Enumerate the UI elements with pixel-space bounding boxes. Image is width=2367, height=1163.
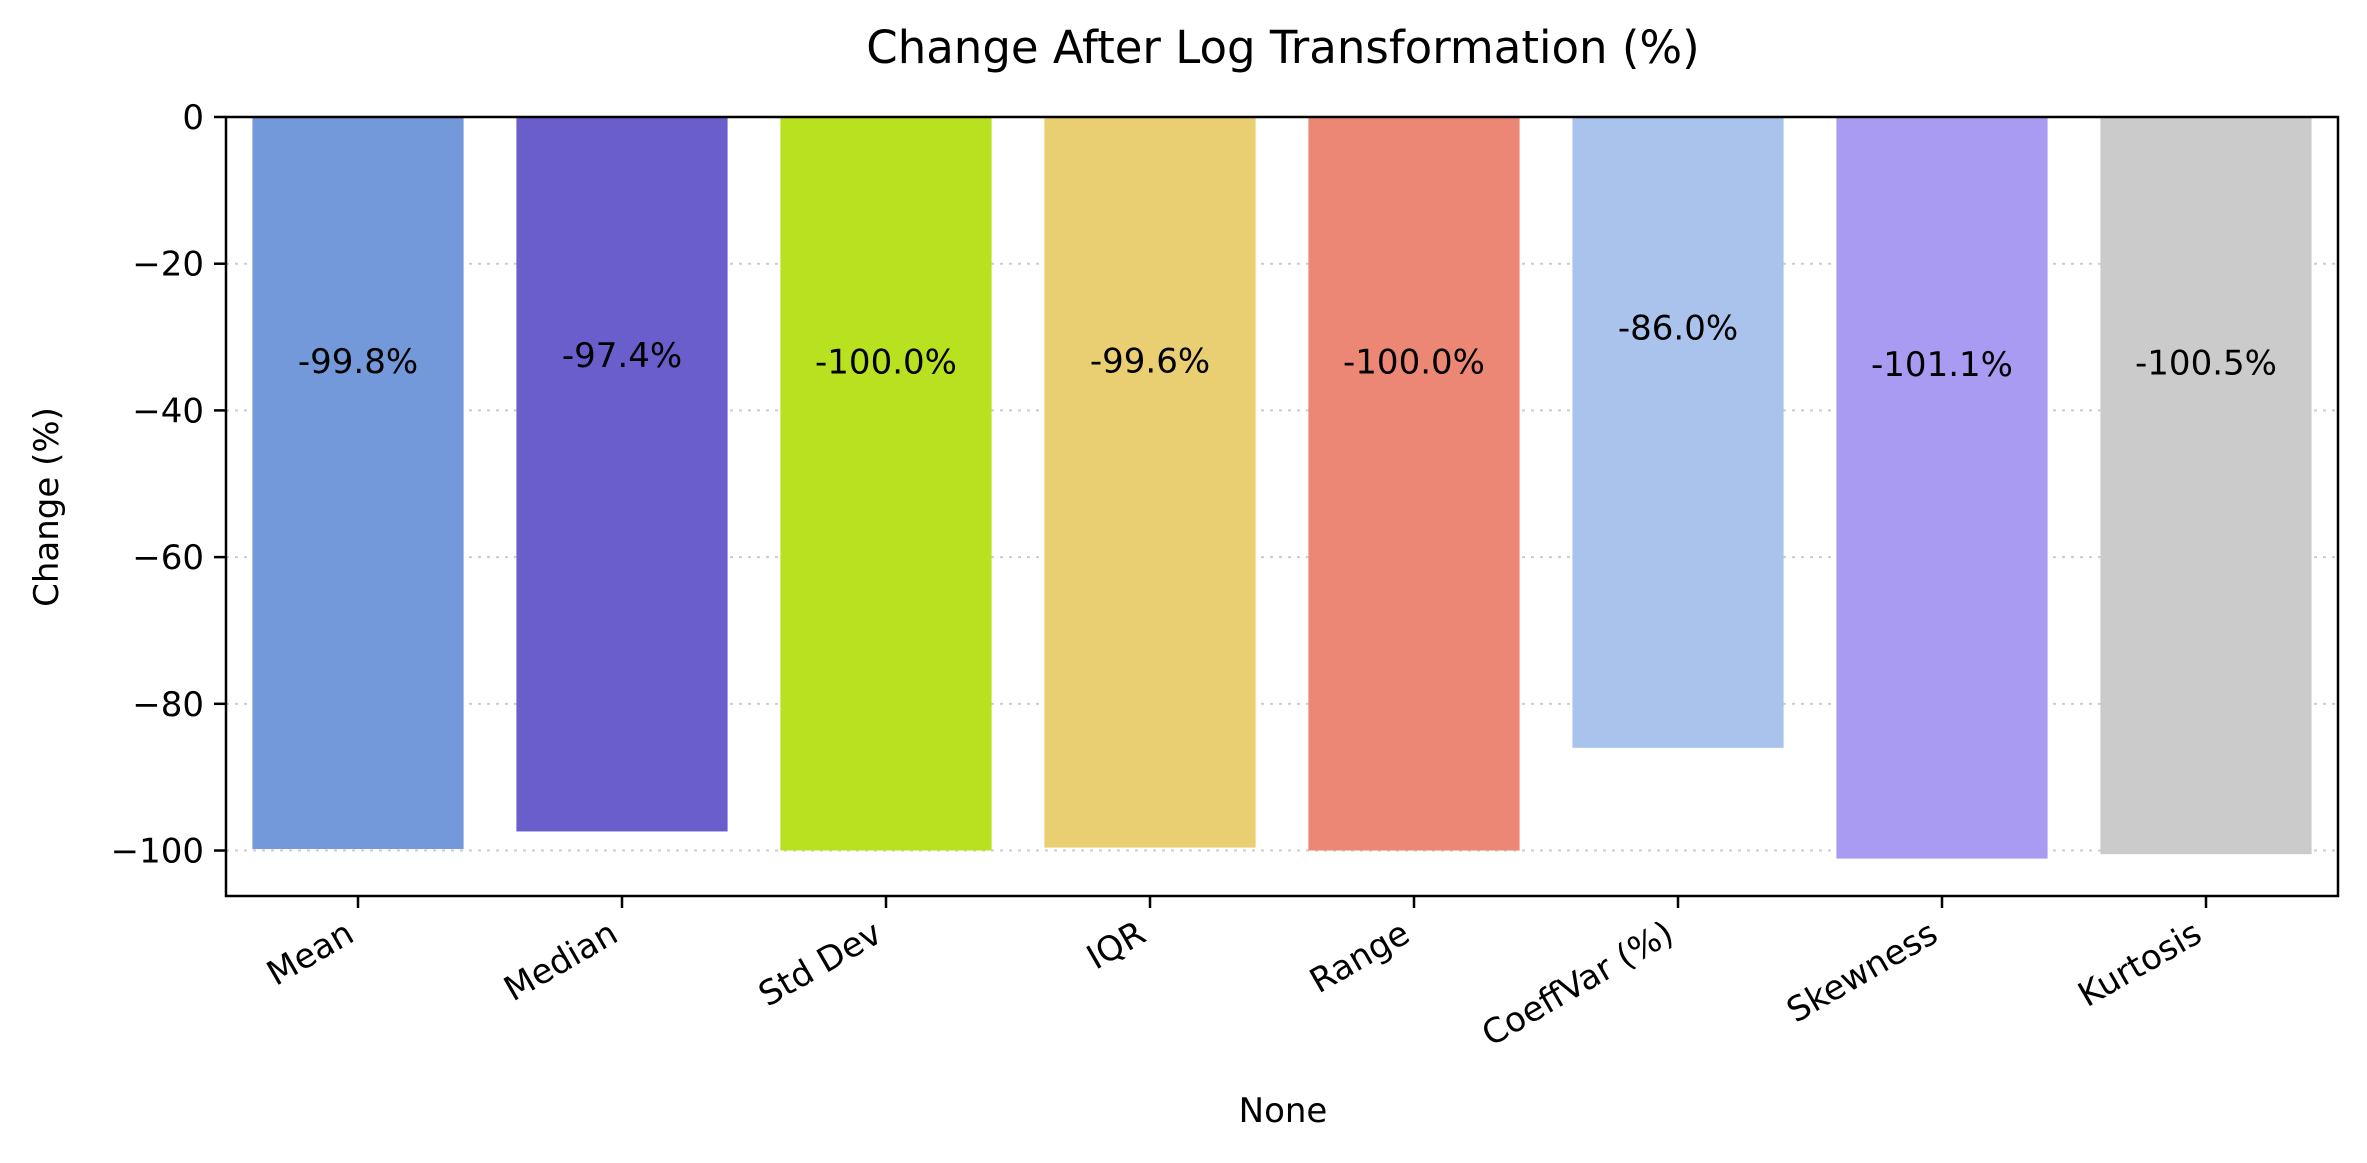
bar-data-label: -100.0% (815, 343, 957, 383)
chart-title: Change After Log Transformation (%) (866, 21, 1699, 74)
bars (252, 117, 2312, 859)
y-tick-label: −40 (132, 391, 204, 431)
x-tick-label: Median (497, 913, 624, 1009)
bar-range (1308, 117, 1520, 851)
y-tick-label: −100 (111, 832, 204, 872)
bar-data-label: -99.8% (298, 342, 418, 382)
bar-data-label: -86.0% (1618, 308, 1738, 348)
x-axis: Mean Median Std Dev IQR Range CoeffVar (%) Ske… (260, 896, 2209, 1055)
x-tick-label: Std Dev (752, 913, 889, 1015)
bar-median (516, 117, 728, 832)
x-tick-label: Range (1303, 913, 1416, 1002)
x-tick-label: IQR (1080, 913, 1152, 978)
bar-data-label: -101.1% (1871, 345, 2013, 385)
y-tick-label: 0 (182, 98, 204, 138)
x-tick-label: Kurtosis (2071, 913, 2208, 1015)
y-tick-label: −80 (132, 685, 204, 725)
x-tick-label: Skewness (1780, 913, 1944, 1031)
bar-std-dev (780, 117, 992, 851)
bar-mean (252, 117, 464, 850)
x-tick-label: Mean (260, 913, 360, 994)
bar-data-label: -100.5% (2135, 344, 2277, 384)
y-tick-label: −60 (132, 538, 204, 578)
bar-iqr (1044, 117, 1256, 848)
bar-skewness (1836, 117, 2048, 859)
bar-data-label: -100.0% (1343, 343, 1485, 383)
bar-coeffvar (1572, 117, 1784, 748)
y-axis-label: Change (%) (27, 407, 67, 607)
bar-kurtosis (2100, 117, 2312, 855)
x-tick-label: CoeffVar (%) (1475, 913, 1680, 1055)
y-axis: 0 −20 −40 −60 −80 −100 (111, 98, 226, 872)
bar-data-label: -99.6% (1090, 342, 1210, 382)
y-tick-label: −20 (132, 245, 204, 285)
bar-labels: -99.8% -97.4% -100.0% -99.6% -100.0% -86.0% -1… (298, 308, 2277, 385)
x-axis-label: None (1239, 1091, 1328, 1131)
plot-frame (224, 115, 2340, 898)
bar-data-label: -97.4% (562, 336, 682, 376)
